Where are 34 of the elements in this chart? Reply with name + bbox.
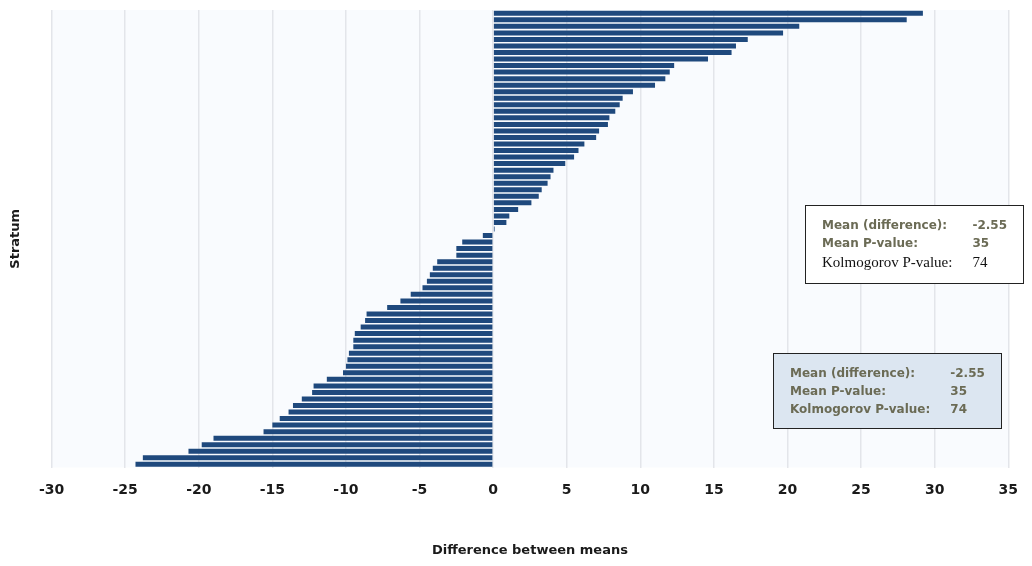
annotation: 35 (950, 384, 968, 398)
bar (482, 233, 493, 239)
x-axis-title: Difference between means (431, 541, 629, 557)
x-tick-label: 0 (488, 480, 499, 497)
x-tick-label: 20 (777, 480, 798, 497)
annotation: 35 (972, 236, 991, 250)
annotation: Mean (difference): (822, 218, 949, 232)
x-tick-label: 10 (630, 480, 651, 497)
annotation: -2.55 (950, 366, 985, 380)
x-tick-label: -30 (38, 480, 65, 497)
annotation: Mean P-value: (822, 236, 919, 250)
x-tick-label: 15 (704, 480, 724, 497)
x-tick-label: 30 (924, 480, 945, 497)
x-tick-label: 35 (998, 480, 1018, 497)
y-axis-title: Stratum (7, 208, 23, 269)
x-tick-label: -5 (411, 480, 428, 497)
annotation: Kolmogorov P-value: (822, 254, 953, 271)
annotation: Mean (difference): (790, 366, 917, 380)
annotation: 74 (950, 402, 968, 416)
bar (135, 461, 493, 467)
x-tick-label: -20 (186, 480, 212, 497)
x-tick-label: -10 (333, 480, 359, 497)
bar (493, 49, 732, 55)
x-tick-label: 5 (561, 480, 572, 497)
annotation: Kolmogorov P-value: (790, 402, 931, 416)
bar (365, 318, 493, 324)
x-tick-label: -25 (112, 480, 138, 497)
bar (493, 134, 597, 140)
bar (292, 403, 493, 408)
annotation: -2.55 (972, 218, 1007, 232)
x-tick-label: -15 (259, 480, 286, 497)
x-tick-label: 25 (851, 480, 871, 497)
annotation: 74 (972, 254, 989, 271)
annotation: Mean P-value: (790, 384, 887, 398)
